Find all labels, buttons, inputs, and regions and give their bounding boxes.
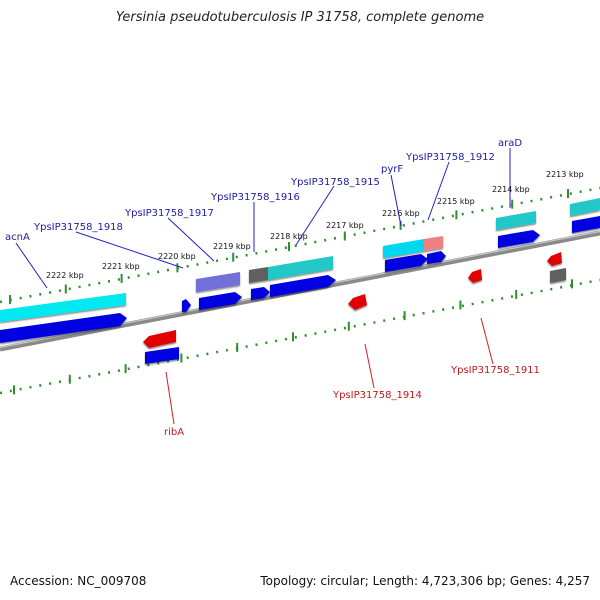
leader-1918: [75, 231, 184, 269]
reverse-features: [143, 252, 566, 364]
gene-1915-box: [268, 256, 333, 280]
label-acna: acnA: [5, 232, 30, 243]
ruler-ticks: [9, 189, 573, 395]
leader-1915: [295, 185, 335, 246]
forward-leaders: [15, 148, 511, 289]
label-1917: YpsIP31758_1917: [124, 208, 214, 219]
label-1918: YpsIP31758_1918: [33, 222, 123, 233]
reverse-labels: ribA YpsIP31758_1914 YpsIP31758_1911: [164, 365, 540, 438]
cds-pyrf-arrow: [385, 254, 428, 272]
gene-arad-box: [496, 211, 536, 230]
gene-right-edge-box: [570, 198, 600, 216]
leader-1912: [427, 161, 450, 221]
reverse-leaders: [165, 317, 494, 425]
lower-ruler: [0, 278, 600, 395]
gene-1912-box: [424, 236, 443, 251]
gene-1916-box: [249, 267, 268, 283]
cds-1916-arrow: [251, 287, 270, 300]
label-riba: ribA: [164, 427, 184, 438]
scale-label-2219: 2219 kbp: [213, 242, 251, 251]
gene-riba-box: [143, 330, 176, 348]
leader-acna: [15, 242, 48, 289]
gene-1917-box: [196, 272, 240, 292]
cds-riba-box: [145, 347, 179, 364]
label-1912: YpsIP31758_1912: [405, 152, 495, 163]
leader-pyrf: [390, 174, 402, 227]
gene-pyrf-box: [383, 239, 424, 258]
scale-label-2214: 2214 kbp: [492, 185, 530, 194]
cds-arad-arrow: [498, 230, 540, 248]
forward-labels: acnA YpsIP31758_1918 YpsIP31758_1917 Yps…: [5, 138, 522, 243]
label-pyrf: pyrF: [381, 164, 403, 175]
gene-1911-box: [468, 269, 482, 283]
gene-right-red-box: [547, 252, 562, 266]
accession-text: Accession: NC_009708: [10, 574, 147, 588]
map-title: Yersinia pseudotuberculosis IP 31758, co…: [115, 10, 485, 25]
label-1914: YpsIP31758_1914: [332, 390, 422, 401]
label-1916: YpsIP31758_1916: [210, 192, 300, 203]
leader-1917: [167, 217, 215, 262]
scale-label-2221: 2221 kbp: [102, 262, 140, 271]
cds-1915-arrow: [270, 275, 336, 297]
forward-cds: [0, 216, 600, 343]
gene-1914-box: [348, 294, 367, 310]
scale-label-2216: 2216 kbp: [382, 209, 420, 218]
label-1915: YpsIP31758_1915: [290, 177, 380, 188]
cds-small-1918-arrow: [182, 299, 191, 312]
scale-label-2213: 2213 kbp: [546, 170, 584, 179]
leader-1914: [364, 343, 375, 389]
scale-label-2222: 2222 kbp: [46, 271, 84, 280]
forward-features: [0, 198, 600, 322]
upper-ruler: [0, 186, 600, 304]
cds-acna-arrow: [0, 313, 127, 343]
scale-label-2215: 2215 kbp: [437, 197, 475, 206]
genome-summary-text: Topology: circular; Length: 4,723,306 bp…: [260, 574, 590, 588]
leader-riba: [165, 371, 175, 425]
scale-labels: 2213 kbp 2214 kbp 2215 kbp 2216 kbp 2217…: [46, 170, 584, 280]
cds-1912-arrow: [427, 251, 446, 264]
gene-right-gray-box: [550, 268, 566, 283]
label-arad: araD: [498, 138, 522, 149]
scale-label-2218: 2218 kbp: [270, 232, 308, 241]
cds-right-edge-arrow: [572, 216, 600, 233]
scale-label-2220: 2220 kbp: [158, 252, 196, 261]
leader-1911: [480, 317, 494, 365]
scale-label-2217: 2217 kbp: [326, 221, 364, 230]
cds-1917-arrow: [199, 292, 242, 310]
gene-acna-box: [0, 293, 126, 322]
label-1911: YpsIP31758_1911: [450, 365, 540, 376]
